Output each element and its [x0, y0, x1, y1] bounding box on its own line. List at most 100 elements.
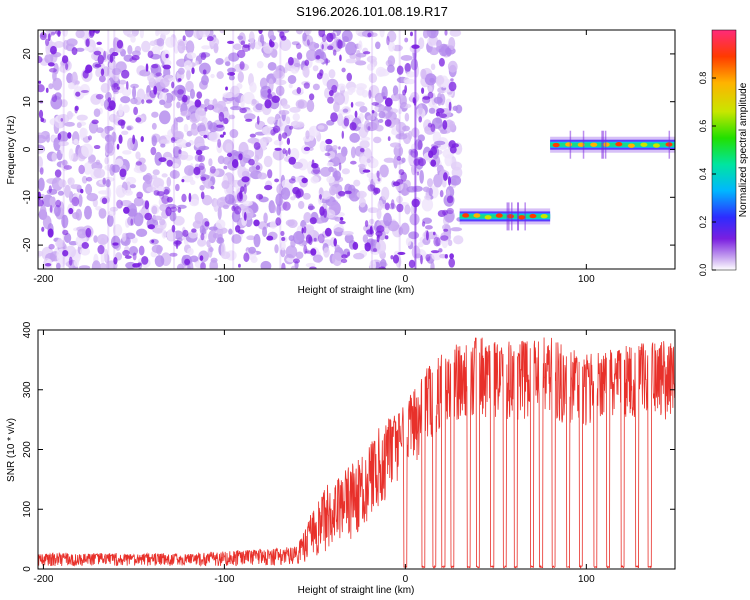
noise-blob — [451, 161, 463, 171]
noise-blob-strong — [267, 93, 273, 100]
noise-blob — [104, 126, 110, 135]
noise-blob — [241, 170, 250, 178]
noise-blob — [216, 197, 226, 208]
noise-blob-strong — [121, 69, 130, 79]
noise-blob-strong — [150, 146, 157, 156]
noise-blob-strong — [309, 266, 317, 269]
noise-blob — [392, 85, 399, 97]
snr-y-label: SNR (10 * v/v) — [6, 418, 17, 482]
noise-blob — [243, 113, 256, 121]
noise-blob-strong — [124, 255, 132, 259]
noise-blob-strong — [54, 169, 62, 178]
noise-blob-strong — [392, 254, 400, 264]
noise-blob-strong — [446, 195, 454, 204]
noise-blob — [362, 234, 369, 243]
noise-blob — [73, 138, 79, 145]
noise-blob — [303, 212, 312, 224]
noise-blob — [166, 176, 172, 188]
noise-blob-strong — [443, 172, 448, 181]
noise-blob — [81, 143, 94, 158]
noise-blob — [125, 261, 137, 269]
noise-blob-strong — [151, 239, 155, 243]
noise-blob-strong — [170, 206, 178, 213]
snr-ytick-label: 200 — [22, 441, 33, 458]
noise-blob-strong — [264, 99, 272, 109]
noise-streak — [113, 30, 116, 269]
noise-blob — [118, 79, 127, 85]
noise-blob — [161, 229, 167, 239]
noise-blob — [152, 177, 165, 189]
noise-blob-strong — [438, 57, 445, 67]
noise-blob-strong — [49, 205, 53, 213]
noise-blob-strong — [93, 145, 101, 150]
noise-blob-strong — [158, 157, 167, 163]
noise-blob — [208, 226, 218, 231]
noise-blob-strong — [74, 105, 79, 111]
noise-blob-strong — [264, 184, 273, 191]
noise-blob-strong — [378, 266, 386, 269]
noise-blob — [53, 204, 61, 217]
noise-blob-strong — [285, 149, 288, 157]
colorbar-ticks: 0.0 0.2 0.4 0.6 0.8 — [698, 29, 737, 276]
noise-blob-strong — [272, 125, 281, 133]
noise-blob — [230, 85, 240, 98]
noise-blob-strong — [386, 35, 390, 46]
noise-blob — [124, 189, 133, 196]
noise-blob-strong — [199, 255, 204, 261]
noise-blob — [99, 262, 107, 269]
noise-blob-strong — [373, 187, 381, 194]
noise-blob-strong — [375, 230, 383, 237]
noise-blob-strong — [38, 80, 42, 84]
noise-blob — [276, 204, 281, 216]
noise-blob — [317, 125, 325, 130]
noise-blob-strong — [151, 63, 159, 69]
noise-blob-strong — [303, 146, 311, 152]
noise-blob-strong — [387, 136, 391, 142]
noise-blob-strong — [248, 158, 255, 166]
noise-blob-strong — [350, 160, 357, 165]
noise-streak — [232, 30, 235, 269]
noise-blob — [242, 200, 253, 206]
noise-blob — [429, 77, 435, 83]
noise-blob-strong — [451, 143, 459, 148]
noise-blob-strong — [119, 168, 127, 178]
noise-blob — [312, 83, 320, 91]
noise-blob — [135, 151, 141, 160]
noise-blob — [401, 157, 406, 163]
noise-blob — [286, 116, 291, 125]
noise-blob-strong — [132, 134, 136, 145]
noise-blob — [272, 148, 285, 161]
noise-blob — [334, 244, 341, 252]
noise-blob — [105, 179, 111, 188]
noise-blob — [349, 132, 361, 143]
noise-blob-strong — [377, 177, 381, 182]
noise-blob — [378, 118, 384, 124]
noise-blob-strong — [138, 245, 145, 256]
noise-blob — [254, 41, 263, 50]
segment-spike — [601, 130, 603, 159]
segment-peak — [552, 142, 560, 148]
noise-blob-strong — [269, 39, 273, 47]
noise-blob — [366, 55, 377, 63]
noise-blob-strong — [209, 165, 216, 174]
noise-blob — [177, 67, 185, 75]
noise-blob — [280, 241, 286, 251]
noise-blob — [400, 222, 410, 235]
noise-blob — [290, 265, 296, 269]
noise-blob — [173, 230, 184, 240]
noise-blob-strong — [181, 178, 185, 183]
noise-blob — [407, 130, 413, 140]
noise-blob-strong — [241, 176, 250, 183]
noise-blob-strong — [430, 123, 436, 133]
noise-blob-strong — [206, 36, 214, 42]
noise-blob — [368, 218, 375, 225]
noise-blob — [85, 183, 93, 195]
noise-blob — [75, 47, 85, 52]
noise-blob — [38, 147, 45, 155]
noise-blob — [156, 30, 162, 35]
noise-blob-strong — [301, 227, 304, 234]
noise-blob-strong — [145, 99, 153, 104]
noise-blob — [257, 172, 268, 180]
noise-blob-strong — [271, 95, 280, 103]
noise-blob — [52, 77, 63, 91]
